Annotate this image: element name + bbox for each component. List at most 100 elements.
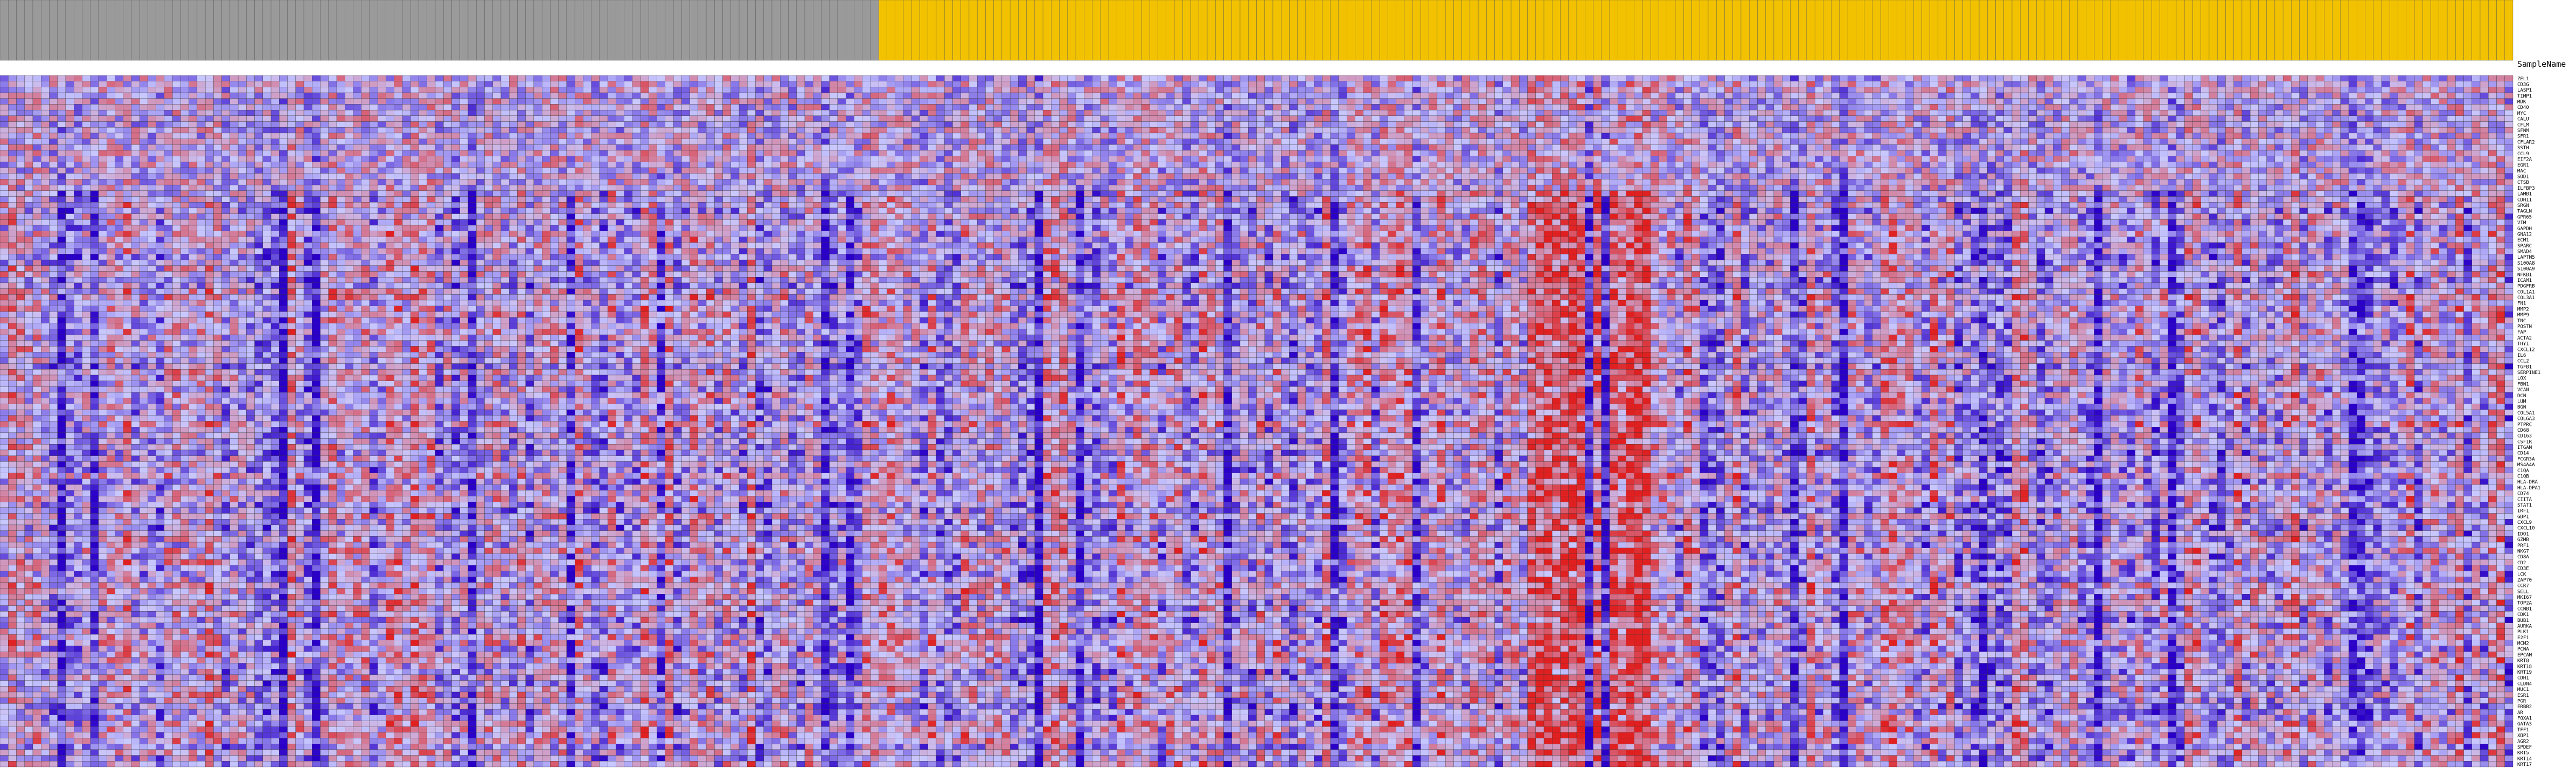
heatmap-cell: [1979, 81, 1988, 87]
heatmap-cell: [2431, 87, 2439, 93]
heatmap-cell: [632, 98, 641, 105]
heatmap-cell: [944, 75, 953, 81]
heatmap-cell: [123, 92, 132, 99]
heatmap-cell: [2471, 98, 2481, 105]
heatmap-cell: [1248, 81, 1257, 87]
heatmap-cell: [591, 115, 600, 122]
heatmap-cell: [936, 139, 945, 145]
heatmap-cell: [1100, 92, 1109, 99]
heatmap-cell: [1289, 133, 1298, 139]
heatmap-cell: [1700, 150, 1709, 156]
heatmap-cell: [911, 81, 920, 87]
heatmap-cell: [887, 87, 895, 93]
heatmap-cell: [813, 162, 821, 168]
heatmap-cell: [246, 139, 255, 145]
heatmap-cell: [1133, 115, 1142, 122]
heatmap-cell: [574, 121, 583, 128]
heatmap-cell: [1765, 144, 1774, 151]
heatmap-cell: [2217, 98, 2226, 105]
heatmap-cell: [2431, 133, 2439, 139]
heatmap-cell: [2324, 75, 2333, 81]
heatmap-cell: [1470, 133, 1479, 139]
heatmap-cell: [870, 121, 879, 128]
heatmap-cell: [82, 81, 90, 87]
heatmap-cell: [2373, 81, 2382, 87]
heatmap-cell: [476, 162, 485, 168]
heatmap-cell: [2184, 92, 2193, 99]
heatmap-cell: [846, 127, 854, 134]
heatmap-cell: [1437, 127, 1446, 134]
heatmap-cell: [2250, 104, 2259, 110]
heatmap-cell: [1946, 139, 1955, 145]
heatmap-cell: [2119, 133, 2127, 139]
heatmap-cell: [1026, 127, 1035, 134]
heatmap-cell: [1174, 75, 1183, 81]
heatmap-cell: [1240, 139, 1249, 145]
heatmap-cell: [1667, 87, 1676, 93]
heatmap-cell: [1502, 75, 1512, 81]
heatmap-cell: [920, 109, 928, 116]
group-band-1-cell: [320, 0, 329, 61]
heatmap-cell: [378, 98, 386, 105]
heatmap-cell: [1995, 92, 2004, 99]
heatmap-cell: [2365, 139, 2374, 145]
heatmap-cell: [1659, 98, 1667, 105]
heatmap-cell: [2496, 75, 2505, 81]
heatmap-cell: [139, 75, 148, 81]
heatmap-cell: [279, 104, 288, 110]
heatmap-cell: [238, 81, 247, 87]
heatmap-cell: [1396, 92, 1405, 99]
heatmap-cell: [1708, 98, 1717, 105]
heatmap-cell: [1765, 121, 1774, 128]
heatmap-cell: [213, 87, 222, 93]
heatmap-cell: [2143, 98, 2152, 105]
heatmap-cell: [2332, 104, 2341, 110]
heatmap-cell: [1732, 139, 1742, 145]
heatmap-cell: [1190, 121, 1199, 128]
group-band-2-cell: [1568, 0, 1577, 61]
heatmap-cell: [1453, 75, 1462, 81]
heatmap-cell: [837, 98, 846, 105]
heatmap-cell: [566, 92, 575, 99]
heatmap-cell: [879, 81, 887, 87]
heatmap-cell: [312, 133, 321, 139]
heatmap-cell: [1626, 87, 1634, 93]
heatmap-cell: [2102, 133, 2111, 139]
heatmap-cell: [2431, 109, 2439, 116]
heatmap-cell: [1568, 109, 1577, 116]
heatmap-cell: [1535, 139, 1544, 145]
heatmap-cell: [1618, 87, 1626, 93]
heatmap-cell: [270, 98, 280, 105]
heatmap-cell: [977, 121, 986, 128]
heatmap-cell: [57, 98, 66, 105]
heatmap-cell: [1158, 98, 1166, 105]
heatmap-cell: [246, 133, 255, 139]
heatmap-cell: [1363, 98, 1372, 105]
heatmap-cell: [2250, 144, 2259, 151]
heatmap-cell: [1355, 92, 1363, 99]
heatmap-cell: [189, 150, 198, 156]
heatmap-cell: [1174, 87, 1183, 93]
heatmap-cell: [1560, 150, 1569, 156]
heatmap-cell: [2365, 81, 2374, 87]
heatmap-cell: [1412, 156, 1421, 162]
heatmap-cell: [788, 92, 797, 99]
group-band-2-cell: [1979, 0, 1988, 61]
heatmap-cell: [2463, 144, 2472, 151]
heatmap-cell: [82, 144, 90, 151]
heatmap-cell: [928, 104, 937, 110]
heatmap-cell: [2184, 81, 2193, 87]
heatmap-cell: [1527, 156, 1536, 162]
heatmap-cell: [1773, 81, 1783, 87]
heatmap-cell: [1823, 139, 1832, 145]
heatmap-cell: [1256, 87, 1265, 93]
heatmap-cell: [1075, 104, 1084, 110]
heatmap-cell: [2390, 150, 2398, 156]
heatmap-cell: [690, 81, 699, 87]
heatmap-cell: [640, 104, 649, 110]
heatmap-cell: [1921, 81, 1930, 87]
heatmap-cell: [1026, 139, 1035, 145]
heatmap-cell: [1782, 92, 1791, 99]
group-band-2-cell: [2209, 0, 2218, 61]
group-band-1-cell: [541, 0, 551, 61]
